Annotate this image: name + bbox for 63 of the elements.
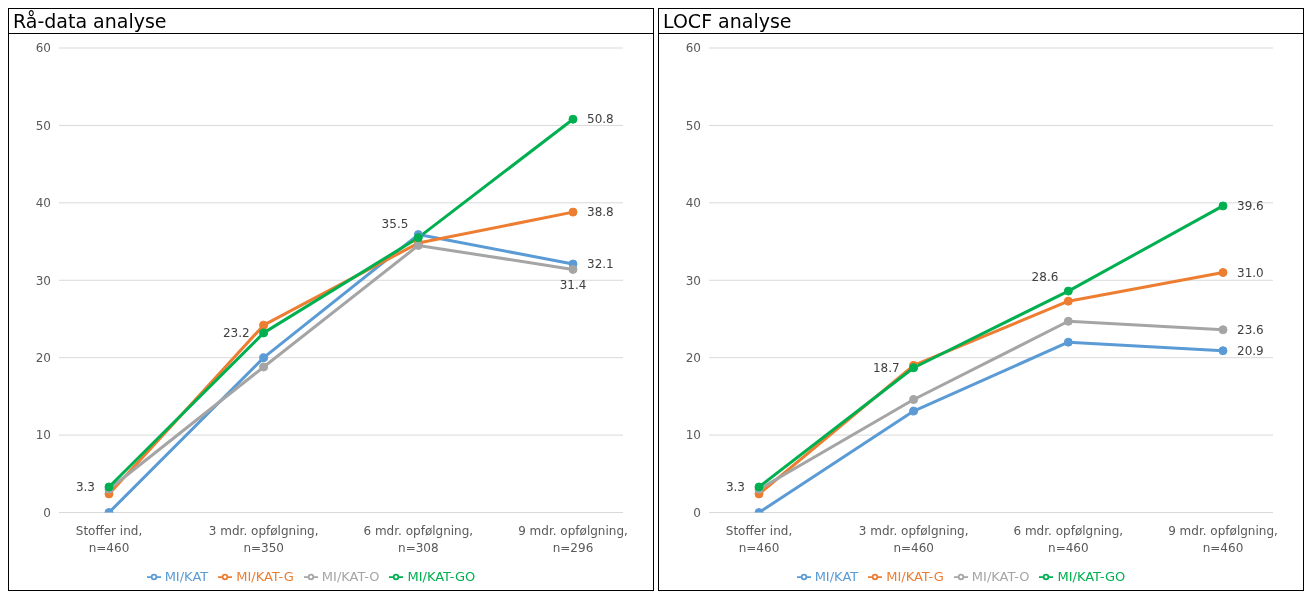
x-tick-label: Stoffer ind, n=460 (75, 523, 143, 555)
x-tick-label: 3 mdr. opfølgning, n=460 (858, 523, 969, 555)
point (259, 353, 269, 363)
point (909, 394, 919, 404)
point (1218, 325, 1228, 335)
legend-label: MI/KAT-G (886, 568, 944, 584)
x-tick-label: 6 mdr. opfølgning, n=308 (363, 523, 474, 555)
y-tick-label: 40 (35, 196, 51, 211)
legend-label: MI/KAT-G (236, 568, 294, 584)
data-label: 31.0 (1237, 265, 1264, 280)
y-tick-label: 20 (35, 350, 51, 365)
point (1218, 268, 1228, 278)
point (909, 406, 919, 416)
point (259, 328, 269, 338)
point (1063, 316, 1073, 326)
point (568, 207, 578, 217)
x-tick-label: 3 mdr. opfølgning, n=350 (208, 523, 319, 555)
chart-title: LOCF analyse (659, 9, 1303, 34)
data-label: 31.4 (559, 278, 587, 293)
y-tick-label: 30 (35, 273, 51, 288)
data-label: 28.6 (1031, 270, 1059, 285)
data-label: 38.8 (587, 205, 614, 220)
point (1218, 201, 1228, 211)
data-label: 39.6 (1237, 198, 1264, 213)
x-tick-label: 9 mdr. opfølgning, n=296 (518, 523, 628, 555)
y-tick-label: 10 (35, 428, 51, 443)
x-tick-label: 6 mdr. opfølgning, n=460 (1013, 523, 1124, 555)
data-label: 3.3 (725, 479, 745, 494)
y-tick-label: 0 (43, 505, 51, 520)
legend-label: MI/KAT-GO (407, 568, 476, 584)
y-tick-label: 60 (35, 41, 51, 56)
y-tick-label: 40 (685, 196, 701, 211)
y-tick-label: 50 (35, 118, 51, 133)
data-label: 23.2 (222, 325, 250, 340)
data-label: 32.1 (587, 256, 614, 271)
x-tick-label: 9 mdr. opfølgning, n=460 (1168, 523, 1278, 555)
legend-label: MI/KAT-O (971, 568, 1030, 584)
x-tick-label: Stoffer ind, n=460 (725, 523, 793, 555)
data-label: 18.7 (872, 360, 900, 375)
point (1063, 296, 1073, 306)
y-tick-label: 60 (685, 41, 701, 56)
point (568, 264, 578, 274)
y-tick-label: 20 (685, 350, 701, 365)
data-label: 23.6 (1237, 322, 1264, 337)
legend-label: MI/KAT (164, 568, 209, 584)
point (1063, 286, 1073, 296)
point (1218, 346, 1228, 356)
legend-label: MI/KAT-GO (1057, 568, 1126, 584)
legend-label: MI/KAT-O (321, 568, 380, 584)
point (259, 362, 269, 372)
data-label: 20.9 (1237, 343, 1264, 358)
y-tick-label: 30 (685, 273, 701, 288)
point (568, 114, 578, 124)
data-label: 3.3 (75, 479, 95, 494)
data-label: 35.5 (381, 216, 409, 231)
y-tick-label: 10 (685, 428, 701, 443)
data-label: 50.8 (587, 112, 614, 127)
point (259, 320, 269, 330)
chart-title: Rå-data analyse (9, 9, 653, 34)
point (1063, 337, 1073, 347)
y-tick-label: 50 (685, 118, 701, 133)
y-tick-label: 0 (693, 505, 701, 520)
legend-label: MI/KAT (814, 568, 859, 584)
